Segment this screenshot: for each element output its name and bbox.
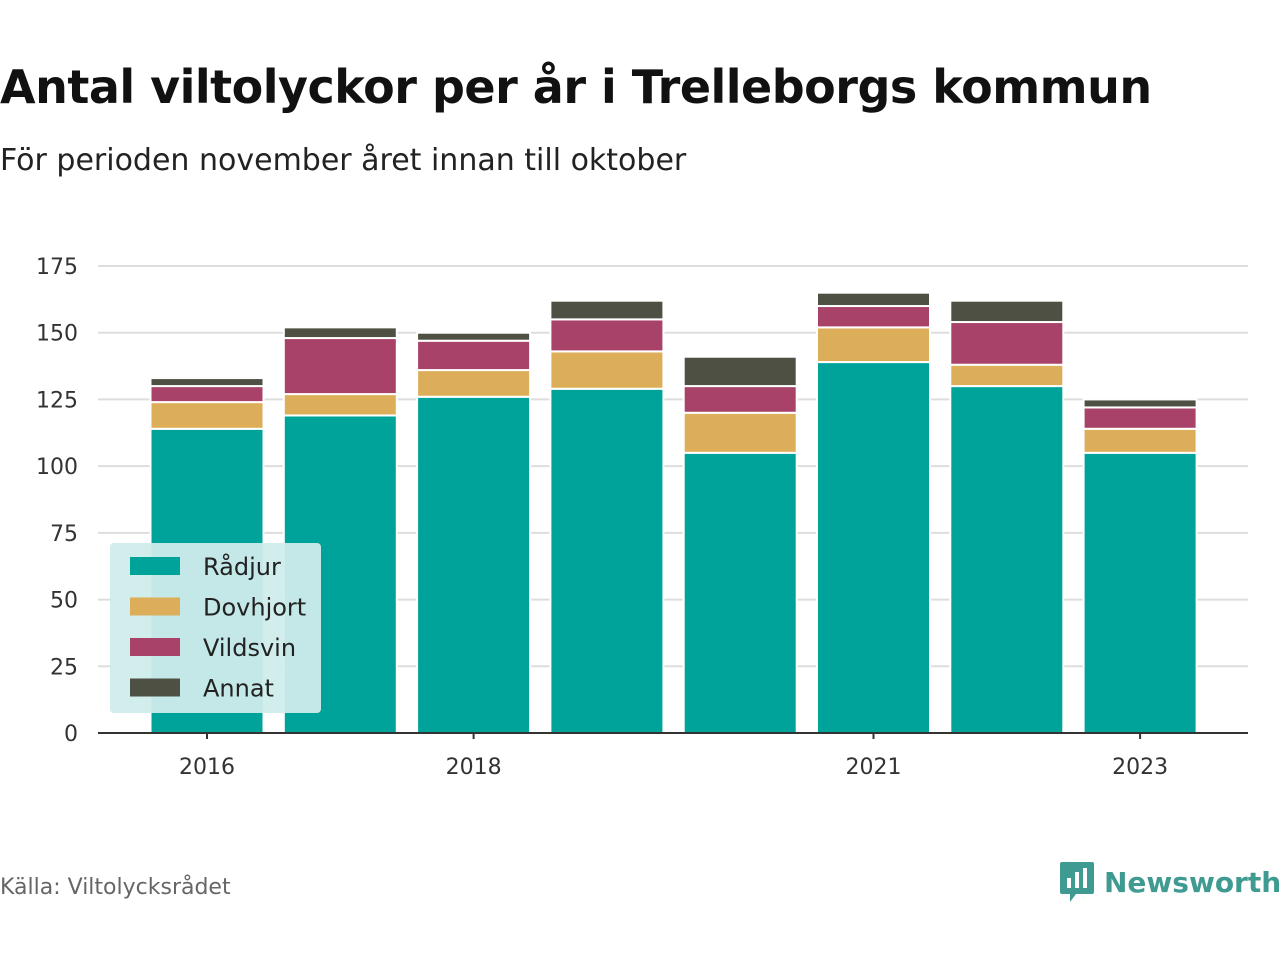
bar-segment-dovhjort-2020: [682, 411, 798, 454]
legend-label-rådjur: Rådjur: [203, 552, 281, 581]
bar-segment-vildsvin-2022: [949, 321, 1065, 366]
legend-label-vildsvin: Vildsvin: [203, 634, 296, 662]
legend-label-dovhjort: Dovhjort: [203, 594, 306, 622]
bar-segment-dovhjort-2016: [149, 401, 265, 430]
bar-segment-vildsvin-2016: [149, 385, 265, 404]
legend-swatch-vildsvin: [130, 638, 180, 656]
bar-segment-rådjur-2023: [1082, 451, 1198, 734]
bar-segment-dovhjort-2018: [416, 369, 532, 398]
legend-swatch-annat: [130, 678, 180, 697]
bar-segment-rådjur-2018: [416, 395, 532, 734]
source-note: Källa: Viltolycksrådet: [0, 875, 231, 900]
y-tick-label: 75: [50, 522, 78, 547]
bar-segment-rådjur-2019: [549, 387, 665, 734]
bar-segment-dovhjort-2022: [949, 363, 1065, 388]
y-tick-label: 25: [50, 655, 78, 680]
bar-segment-annat-2016: [149, 377, 265, 388]
y-tick-label: 150: [36, 322, 78, 347]
brand-name: Newsworthy: [1104, 865, 1280, 899]
bar-segment-rådjur-2022: [949, 385, 1065, 734]
y-tick-label: 100: [36, 455, 78, 480]
brand-logo: Newsworthy: [1058, 860, 1280, 904]
bar-segment-vildsvin-2020: [682, 385, 798, 414]
y-tick-label: 175: [36, 255, 78, 280]
bar-segment-vildsvin-2017: [282, 337, 398, 396]
y-tick-label: 50: [50, 589, 78, 614]
x-tick-label: 2018: [446, 755, 502, 780]
bar-segment-dovhjort-2017: [282, 393, 398, 417]
bar-segment-dovhjort-2023: [1082, 427, 1198, 454]
bar-segment-annat-2019: [549, 299, 665, 321]
axes: 0 25 50 75 100 125 150 175 2016 2018 2021 2023: [36, 255, 1248, 780]
bar-segment-dovhjort-2021: [816, 326, 931, 364]
bar-segment-vildsvin-2023: [1082, 406, 1198, 430]
bar-segment-annat-2018: [416, 331, 532, 342]
chart-subtitle: För perioden november året innan till ok…: [0, 143, 687, 178]
bar-segment-rådjur-2021: [816, 361, 931, 734]
y-tick-label: 125: [36, 388, 78, 413]
bar-segment-vildsvin-2019: [549, 318, 665, 353]
bar-segment-vildsvin-2018: [416, 339, 532, 372]
newsworthy-logo-icon: [1060, 862, 1094, 902]
bar-segment-annat-2023: [1082, 398, 1198, 409]
legend-box: [110, 543, 321, 713]
y-tick-label: 0: [64, 722, 78, 747]
bar-segment-dovhjort-2019: [549, 350, 665, 390]
legend: Rådjur Dovhjort Vildsvin Annat: [110, 543, 321, 713]
bar-segment-rådjur-2020: [682, 451, 798, 734]
legend-label-annat: Annat: [203, 675, 274, 703]
legend-swatch-rådjur: [130, 557, 180, 575]
bar-segment-annat-2021: [816, 291, 931, 308]
bar-segment-annat-2022: [949, 299, 1065, 324]
chart-title: Antal viltolyckor per år i Trelleborgs k…: [0, 60, 1152, 114]
x-tick-label: 2021: [846, 755, 902, 780]
bar-segment-annat-2020: [682, 355, 798, 388]
legend-swatch-dovhjort: [130, 597, 180, 616]
bar-segment-annat-2017: [282, 326, 398, 340]
bar-segment-vildsvin-2021: [816, 305, 931, 329]
x-tick-label: 2016: [179, 755, 235, 780]
x-tick-label: 2023: [1112, 755, 1168, 780]
